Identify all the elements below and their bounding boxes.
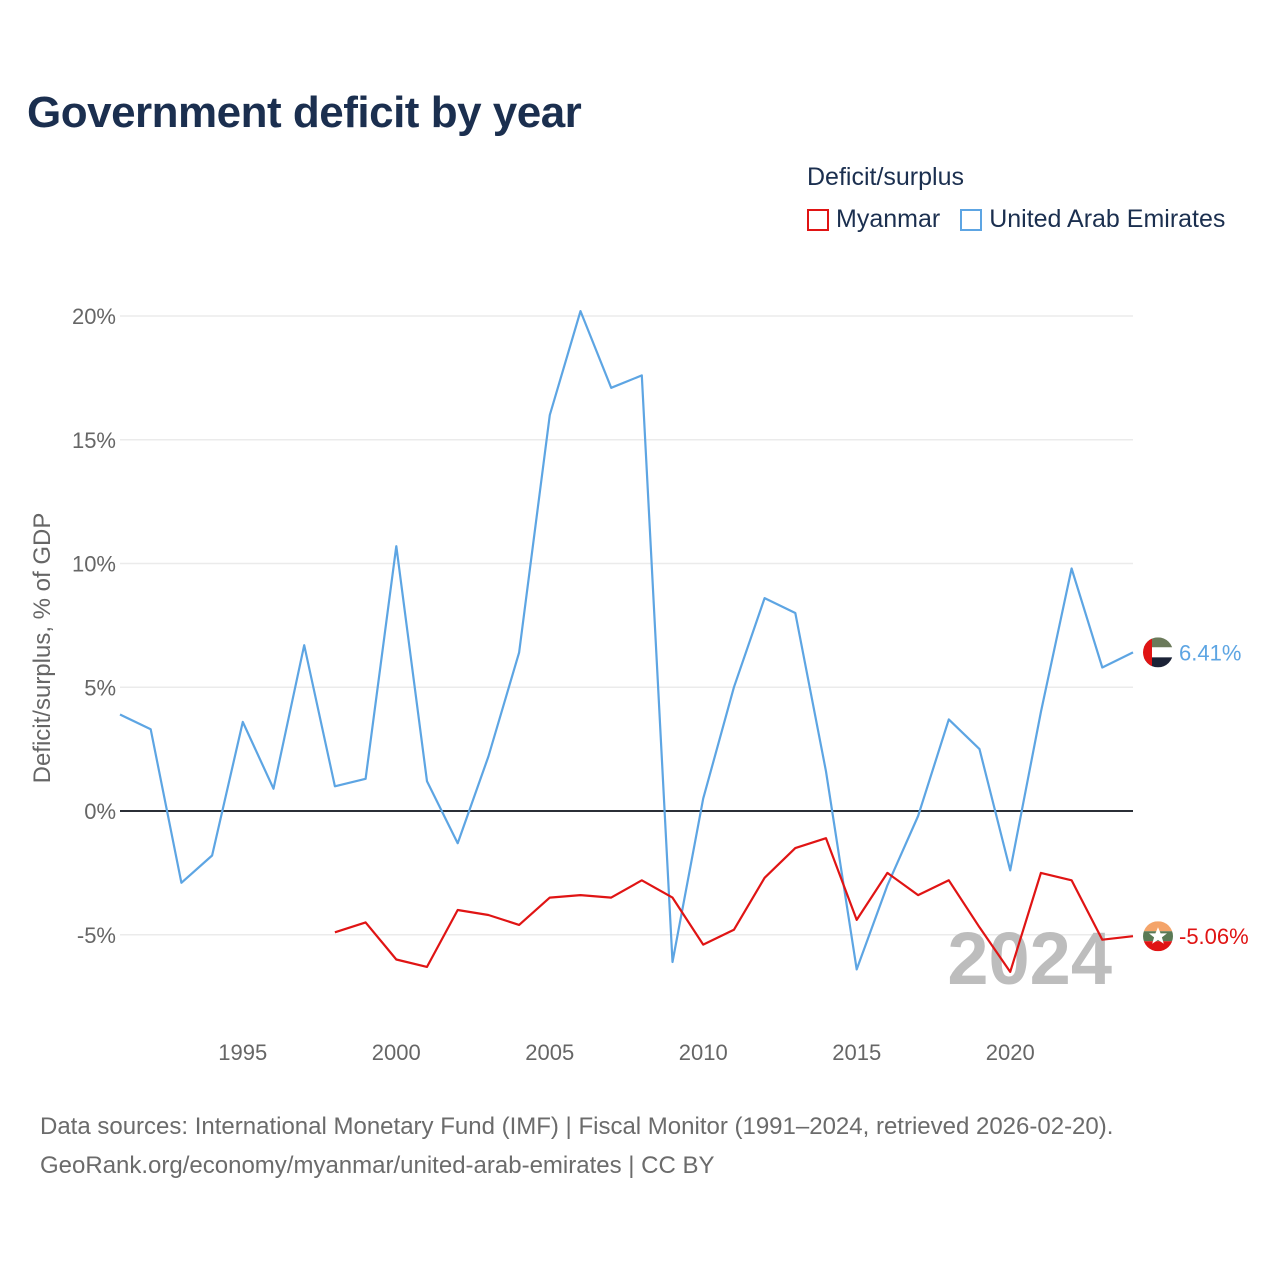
end-value-label: -5.06% (1179, 924, 1249, 949)
year-watermark: 2024 (947, 917, 1112, 1000)
y-axis-title: Deficit/surplus, % of GDP (29, 513, 56, 784)
x-tick-label: 2015 (832, 1040, 881, 1065)
series-line-myanmar[interactable] (334, 837, 1134, 974)
legend-item-myanmar[interactable]: Myanmar (807, 205, 940, 234)
source-note: Data sources: International Monetary Fun… (40, 1113, 1114, 1140)
y-tick-label: 0% (84, 799, 116, 824)
chart-title: Government deficit by year (27, 88, 582, 137)
legend-label-uae: United Arab Emirates (989, 205, 1226, 233)
y-tick-label: 5% (84, 675, 116, 700)
footer: Data sources: International Monetary Fun… (40, 1107, 1113, 1185)
legend-swatch-myanmar (807, 208, 829, 231)
series-line-united-arab-emirates[interactable] (119, 310, 1134, 971)
legend-swatch-uae (960, 208, 983, 231)
legend-title: Deficit/surplus (807, 163, 964, 191)
x-tick-label: 1995 (218, 1040, 267, 1065)
x-tick-label: 2005 (525, 1040, 574, 1065)
y-tick-label: -5% (77, 923, 116, 948)
uae-flag-icon (1143, 637, 1173, 668)
y-tick-label: 15% (72, 428, 116, 453)
y-tick-label: 20% (72, 304, 116, 329)
end-value-label: 6.41% (1179, 640, 1241, 665)
legend-label-myanmar: Myanmar (836, 205, 941, 233)
myanmar-flag-icon (1143, 921, 1173, 952)
legend: Myanmar United Arab Emirates (807, 205, 1245, 234)
y-tick-label: 10% (72, 552, 116, 577)
x-tick-label: 2010 (679, 1040, 728, 1065)
x-tick-label: 2020 (986, 1040, 1035, 1065)
source-link[interactable]: GeoRank.org/economy/myanmar/united-arab-… (40, 1152, 715, 1179)
x-tick-label: 2000 (372, 1040, 421, 1065)
legend-item-uae[interactable]: United Arab Emirates (960, 205, 1225, 234)
